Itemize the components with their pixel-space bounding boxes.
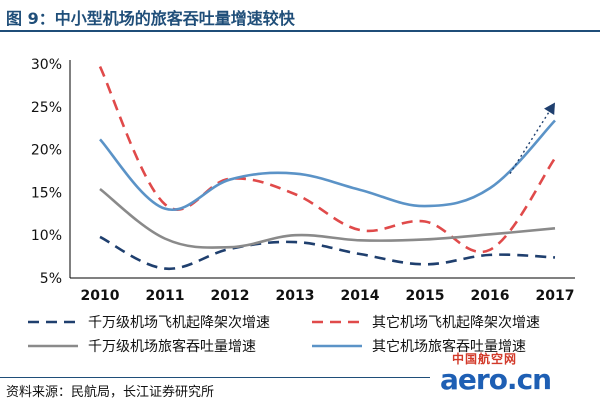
y-tick-label: 20% [31,143,62,159]
legend-label-3: 千万级机场旅客吞吐量增速 [88,338,256,355]
x-tick-label: 2012 [211,288,250,304]
x-tick-label: 2014 [341,288,380,304]
source-note: 资料来源：民航局，长江证券研究所 [6,385,215,400]
legend-label-2: 其它机场飞机起降架次增速 [372,314,540,331]
legend-label-1: 千万级机场飞机起降架次增速 [88,315,270,331]
series-line-3 [99,187,556,249]
title-divider [0,30,600,32]
x-tick-label: 2011 [146,288,185,304]
y-tick-label: 15% [31,185,62,201]
y-tick-label: 25% [31,100,62,116]
y-tick-label: 5% [40,271,62,287]
y-tick-label: 10% [31,228,62,244]
series-line-4 [99,119,556,212]
watermark-cn-text: 中国航空网 [452,352,518,366]
x-tick-label: 2013 [276,288,315,304]
legend-label-4: 其它机场旅客吞吐量增速 [372,338,526,355]
x-tick-label: 2017 [536,288,575,304]
x-tick-label: 2010 [81,288,120,304]
line-chart: 5% 10% 15% 20% 25% 30% 2010 2011 2012 2013 2014 201… [0,34,600,374]
x-tick-label: 2015 [406,288,445,304]
series-line-2 [98,66,557,254]
chart-canvas: 5% 10% 15% 20% 25% 30% 2010 2011 2012 2013 2014 201… [28,57,575,355]
watermark-en-text: aero.cn [440,363,552,396]
x-tick-label: 2016 [471,288,510,304]
series-line-1 [99,235,556,270]
footer-divider [0,377,430,378]
figure-title: 图 9：中小型机场的旅客吞吐量增速较快 [6,9,295,28]
figure-header: 图 9：中小型机场的旅客吞吐量增速较快 [0,0,600,30]
aero-cn-watermark: 中国航空网 aero.cn [430,350,600,402]
trend-arrow-head [544,102,555,116]
y-tick-label: 30% [31,57,62,73]
trend-arrow-line [509,102,556,174]
